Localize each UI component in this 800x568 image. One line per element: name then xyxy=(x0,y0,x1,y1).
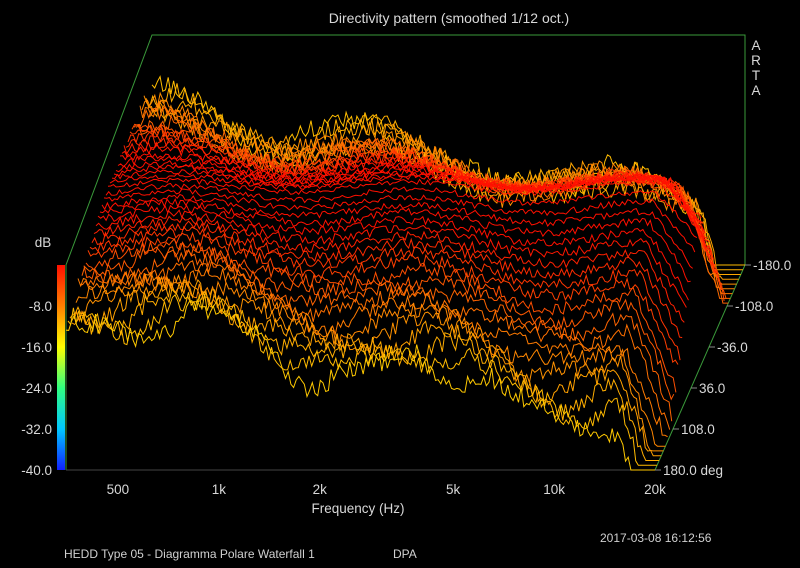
waterfall-curve xyxy=(91,220,683,339)
freq-tick-label: 2k xyxy=(313,482,328,497)
waterfall-curve xyxy=(101,193,694,269)
measurement-caption: HEDD Type 05 - Diagramma Polare Waterfal… xyxy=(64,547,315,561)
waterfall-curve xyxy=(89,225,681,361)
db-tick-label: -24.0 xyxy=(21,381,52,396)
waterfall-curve xyxy=(117,155,710,243)
waterfall-curve xyxy=(103,188,696,253)
waterfall-curve xyxy=(87,231,679,365)
waterfall-curve xyxy=(71,278,662,457)
waterfall-curve xyxy=(85,237,677,393)
brand-letter: T xyxy=(752,68,760,83)
waterfall-curve xyxy=(83,243,675,401)
waterfall-curve xyxy=(81,249,673,422)
freq-tick-label: 5k xyxy=(446,482,461,497)
waterfall-curve xyxy=(65,298,655,471)
brand-letter: A xyxy=(751,38,760,53)
angle-tick-label: -180.0 xyxy=(753,258,791,273)
angle-tick-label: -108.0 xyxy=(735,299,773,314)
y-axis-label: dB xyxy=(35,235,52,250)
frame-edge xyxy=(65,34,746,470)
brand-letter: R xyxy=(751,53,761,68)
waterfall-curve xyxy=(109,172,702,219)
waterfall-curve xyxy=(131,123,725,302)
waterfall-curve xyxy=(137,106,731,299)
db-tick-label: -32.0 xyxy=(21,422,52,437)
angle-tick-label: 108.0 xyxy=(681,422,715,437)
waterfall-curve xyxy=(79,260,671,430)
chart-frame xyxy=(65,34,746,471)
waterfall-curve xyxy=(99,197,691,283)
db-colorbar xyxy=(57,265,65,470)
db-tick-label: -16.0 xyxy=(21,340,52,355)
brand-letter: A xyxy=(751,83,760,98)
waterfall-curve xyxy=(121,144,715,260)
x-axis-label: Frequency (Hz) xyxy=(311,501,404,516)
waterfall-curve xyxy=(95,209,687,308)
freq-tick-label: 500 xyxy=(107,482,130,497)
waterfall-curve xyxy=(67,292,658,466)
freq-tick-label: 10k xyxy=(543,482,565,497)
angle-tick-label: 36.0 xyxy=(699,381,725,396)
waterfall-curve xyxy=(69,288,660,461)
waterfall-curves xyxy=(65,75,745,471)
axis-labels: -8.0 -16.0 -24.0 -32.0 -40.0 500 1k 2k 5k 10k 20k -… xyxy=(21,38,791,497)
chart-title: Directivity pattern (smoothed 1/12 oct.) xyxy=(329,10,569,26)
measurement-tag: DPA xyxy=(393,547,417,561)
db-tick-label: -8.0 xyxy=(29,299,52,314)
angle-tick-label: 180.0 deg xyxy=(663,463,723,478)
frame-edge xyxy=(654,264,746,471)
waterfall-curve xyxy=(107,177,700,224)
waterfall-curve xyxy=(123,140,716,266)
angle-tick-label: -36.0 xyxy=(717,340,748,355)
db-tick-label: -40.0 xyxy=(21,463,52,478)
waterfall-curve xyxy=(97,204,689,301)
timestamp: 2017-03-08 16:12:56 xyxy=(600,531,712,545)
waterfall-curve xyxy=(105,182,698,239)
waterfall-curve xyxy=(93,215,685,323)
waterfall-curve xyxy=(113,164,706,234)
waterfall-curve xyxy=(129,127,723,291)
freq-tick-label: 1k xyxy=(212,482,227,497)
freq-tick-label: 20k xyxy=(644,482,666,497)
waterfall-curve xyxy=(143,91,737,285)
